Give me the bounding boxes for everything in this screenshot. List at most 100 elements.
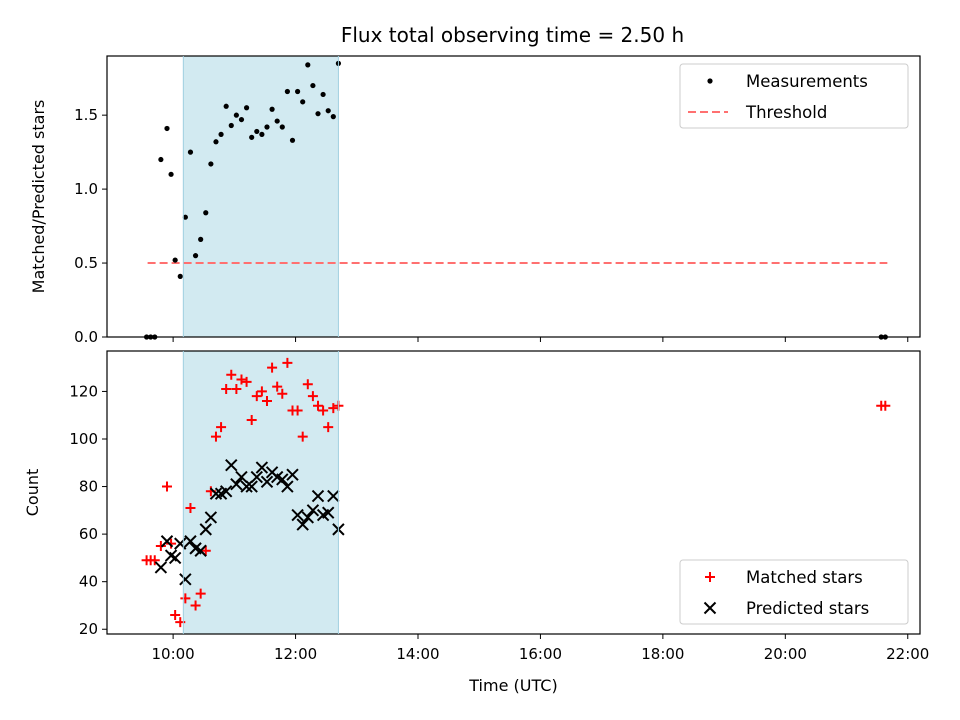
legend-label: Measurements bbox=[746, 72, 868, 91]
matched-star-point bbox=[200, 545, 211, 556]
matched-star-point bbox=[161, 481, 172, 492]
measurement-point bbox=[192, 253, 199, 259]
predicted-star-point bbox=[276, 473, 289, 486]
matched-star-point bbox=[185, 502, 196, 513]
measurement-point bbox=[279, 124, 285, 130]
matched-star-point bbox=[272, 381, 283, 392]
matched-star-point bbox=[313, 400, 324, 411]
measurement-point bbox=[203, 210, 209, 216]
legend-box bbox=[679, 559, 909, 625]
predicted-star-point bbox=[240, 480, 253, 493]
matched-star-point bbox=[267, 362, 278, 373]
predicted-star-point bbox=[260, 475, 274, 489]
measurement-point bbox=[198, 236, 204, 242]
legend-label: Threshold bbox=[745, 103, 827, 122]
count-y-tick-labels: 20 40 60 80 100 120 bbox=[69, 382, 98, 638]
predicted-star-point bbox=[245, 480, 258, 493]
legend-measurement-marker bbox=[707, 78, 713, 84]
predicted-star-point bbox=[225, 458, 238, 472]
predicted-star-point bbox=[219, 485, 233, 498]
matched-star-point bbox=[292, 405, 303, 416]
legend-predicted-marker bbox=[703, 601, 717, 615]
predicted-star-point bbox=[230, 477, 243, 491]
matched-star-point bbox=[277, 388, 288, 399]
measurement-point bbox=[320, 91, 326, 98]
count-tick-marks bbox=[102, 390, 909, 639]
predicted-star-point bbox=[296, 518, 309, 531]
measurement-point bbox=[259, 131, 265, 137]
count-panel: 20 40 60 80 100 120 10:00 12:00 14:00 16:00 18:00… bbox=[23, 350, 930, 695]
matched-star-point bbox=[256, 386, 267, 397]
matched-star-point bbox=[261, 395, 272, 406]
count-legend: Matched stars Predicted stars bbox=[679, 559, 909, 625]
matched-star-point bbox=[880, 400, 891, 411]
measurement-point bbox=[243, 105, 250, 111]
measurement-point bbox=[158, 156, 164, 163]
ratio-panel: 0.0 0.5 1.0 1.5 Matched/Predicted stars Mea… bbox=[29, 55, 921, 346]
count-y-axis-label: Count bbox=[23, 469, 42, 517]
measurement-point bbox=[254, 128, 260, 135]
matched-star-point bbox=[231, 384, 242, 395]
predicted-star-point bbox=[286, 468, 299, 481]
predicted-star-point bbox=[160, 535, 174, 548]
measurement-point bbox=[300, 99, 306, 105]
matched-star-point bbox=[282, 357, 293, 368]
matched-star-point bbox=[210, 431, 221, 442]
measurement-point bbox=[269, 106, 275, 112]
measurement-point bbox=[294, 88, 301, 95]
measurement-point bbox=[172, 257, 178, 263]
y-tick-label: 40 bbox=[79, 573, 98, 591]
measurement-point bbox=[223, 103, 229, 109]
y-tick-label: 120 bbox=[69, 382, 98, 400]
y-tick-label: 100 bbox=[69, 430, 98, 448]
predicted-star-point bbox=[174, 537, 187, 550]
predicted-star-point bbox=[255, 461, 269, 474]
x-tick-label: 14:00 bbox=[396, 645, 439, 663]
legend-label: Matched stars bbox=[746, 568, 863, 587]
matched-star-point bbox=[246, 414, 257, 425]
matched-star-point bbox=[307, 391, 318, 402]
predicted-star-point bbox=[250, 470, 263, 484]
y-tick-label: 0.5 bbox=[74, 254, 98, 272]
predicted-star-point bbox=[311, 489, 325, 503]
x-tick-label: 10:00 bbox=[152, 645, 195, 663]
matched-star-point bbox=[226, 369, 237, 380]
matched-star-point bbox=[180, 593, 191, 604]
matched-star-point bbox=[166, 538, 177, 549]
matched-star-point bbox=[251, 391, 262, 402]
matched-star-point bbox=[216, 422, 227, 433]
measurement-point bbox=[177, 273, 183, 279]
ratio-y-tick-labels: 0.0 0.5 1.0 1.5 bbox=[74, 106, 98, 346]
matched-star-point bbox=[241, 376, 252, 387]
chart-title: Flux total observing time = 2.50 h bbox=[341, 23, 684, 47]
predicted-star-point bbox=[322, 506, 335, 519]
predicted-star-point bbox=[301, 511, 315, 524]
predicted-star-point bbox=[194, 544, 207, 557]
predicted-star-point bbox=[291, 508, 304, 522]
measurement-point bbox=[164, 125, 170, 132]
measurement-point bbox=[208, 161, 214, 167]
matched-star-point bbox=[195, 588, 206, 599]
measurement-point bbox=[284, 88, 290, 95]
count-axes-frame bbox=[106, 350, 921, 635]
predicted-star-point bbox=[168, 551, 182, 565]
measurement-point bbox=[274, 118, 280, 124]
y-tick-label: 60 bbox=[79, 525, 98, 543]
x-tick-label: 12:00 bbox=[274, 645, 317, 663]
measurement-point bbox=[325, 108, 331, 114]
measurement-point bbox=[310, 82, 316, 89]
matched-star-point bbox=[323, 422, 334, 433]
predicted-star-point bbox=[179, 573, 192, 586]
ratio-axes-frame bbox=[106, 55, 921, 338]
matched-star-point bbox=[328, 403, 339, 414]
y-tick-label: 0.0 bbox=[74, 328, 98, 346]
matched-star-point bbox=[302, 379, 313, 390]
predicted-star-point bbox=[306, 504, 320, 517]
ratio-y-axis-label: Matched/Predicted stars bbox=[29, 100, 48, 294]
measurement-point bbox=[249, 134, 255, 140]
predicted-star-point bbox=[209, 487, 223, 500]
count-plot-area bbox=[141, 357, 891, 628]
predicted-star-point bbox=[327, 489, 340, 503]
time-x-tick-labels: 10:00 12:00 14:00 16:00 18:00 20:00 22:00 bbox=[152, 645, 930, 663]
